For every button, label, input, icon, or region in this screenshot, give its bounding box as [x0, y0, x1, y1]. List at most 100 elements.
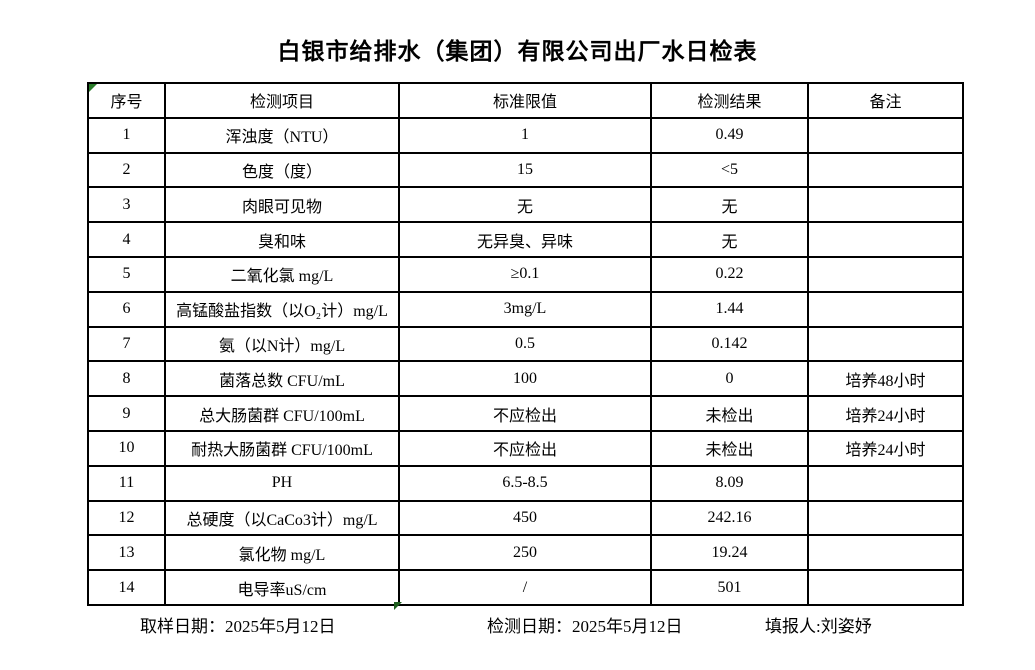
- table-row: 12 总硬度（以CaCo3计）mg/L 450 242.16: [87, 499, 964, 537]
- cell-item: 肉眼可见物: [164, 186, 400, 224]
- table-row: 8 菌落总数 CFU/mL 100 0 培养48小时: [87, 360, 964, 398]
- cell-result: 未检出: [650, 395, 809, 432]
- cell-item: 氯化物 mg/L: [164, 534, 400, 572]
- cell-result: 0: [650, 360, 809, 398]
- cell-limit: 不应检出: [398, 429, 652, 467]
- cell-remark: [807, 464, 964, 502]
- cell-result: 0.22: [650, 255, 809, 293]
- green-corner-marker-icon: [90, 84, 97, 92]
- cell-result: 无: [650, 221, 809, 258]
- cell-item: 菌落总数 CFU/mL: [164, 360, 400, 398]
- cell-remark: [807, 151, 964, 189]
- cell-limit: /: [398, 569, 652, 606]
- cell-remark: [807, 325, 964, 363]
- table-row: 14 电导率uS/cm / 501: [87, 569, 964, 606]
- cell-no: 14: [87, 569, 166, 606]
- cell-no: 4: [87, 221, 166, 258]
- test-date-value: 2025年5月12日: [572, 617, 683, 636]
- header-label-remark: 备注: [869, 94, 902, 112]
- table-row: 6 高锰酸盐指数（以O₂计）mg/L 3mg/L 1.44: [87, 290, 964, 328]
- cell-remark: [807, 255, 964, 293]
- cell-item: 总大肠菌群 CFU/100mL: [164, 395, 400, 432]
- cell-remark: 培养48小时: [807, 360, 964, 398]
- cell-item: 臭和味: [164, 221, 400, 258]
- cell-limit: 100: [398, 360, 652, 398]
- sampling-date-value: 2025年5月12日: [225, 617, 336, 636]
- cell-result: 501: [650, 569, 809, 606]
- cell-result: 0.142: [650, 325, 809, 363]
- cell-limit: 3mg/L: [398, 290, 652, 328]
- cell-no: 6: [87, 290, 166, 328]
- header-cell-no: 序号: [87, 82, 166, 119]
- cell-no: 10: [87, 429, 166, 467]
- header-label-no: 序号: [110, 94, 143, 112]
- test-date: 检测日期：2025年5月12日: [487, 612, 683, 637]
- reporter-label: 填报人:: [765, 617, 821, 636]
- table-row: 7 氨（以N计）mg/L 0.5 0.142: [87, 325, 964, 363]
- cell-no: 3: [87, 186, 166, 224]
- header-label-result: 检测结果: [697, 94, 762, 112]
- cell-remark: 培养24小时: [807, 395, 964, 432]
- cell-remark: 培养24小时: [807, 429, 964, 467]
- test-date-label: 检测日期：: [487, 617, 572, 636]
- table-row: 1 浑浊度（NTU） 1 0.49: [87, 116, 964, 154]
- cell-limit: 450: [398, 499, 652, 537]
- cell-no: 8: [87, 360, 166, 398]
- sampling-date-label: 取样日期：: [140, 617, 225, 636]
- cell-no: 13: [87, 534, 166, 572]
- cell-no: 5: [87, 255, 166, 293]
- table-body: 1 浑浊度（NTU） 1 0.49 2 色度（度） 15 <5 3 肉眼可见物 …: [87, 116, 964, 606]
- cell-item: 电导率uS/cm: [164, 569, 400, 606]
- cell-item: 二氧化氯 mg/L: [164, 255, 400, 293]
- cell-result: 1.44: [650, 290, 809, 328]
- green-artifact-marker-icon: [394, 602, 402, 610]
- header-cell-remark: 备注: [807, 82, 964, 119]
- reporter-value: 刘姿妤: [820, 617, 872, 636]
- cell-result: 无: [650, 186, 809, 224]
- table-row: 3 肉眼可见物 无 无: [87, 186, 964, 224]
- cell-no: 7: [87, 325, 166, 363]
- cell-remark: [807, 116, 964, 154]
- table-row: 11 PH 6.5-8.5 8.09: [87, 464, 964, 502]
- cell-item: 耐热大肠菌群 CFU/100mL: [164, 429, 400, 467]
- cell-limit: 1: [398, 116, 652, 154]
- cell-limit: 不应检出: [398, 395, 652, 432]
- header-cell-result: 检测结果: [650, 82, 809, 119]
- cell-limit: 无: [398, 186, 652, 224]
- cell-remark: [807, 186, 964, 224]
- cell-item: 浑浊度（NTU）: [164, 116, 400, 154]
- cell-limit: ≥0.1: [398, 255, 652, 293]
- cell-limit: 无异臭、异味: [398, 221, 652, 258]
- inspection-table: 序号 检测项目 标准限值 检测结果 备注 1 浑浊度（NTU） 1 0.49: [87, 82, 964, 606]
- cell-item: 氨（以N计）mg/L: [164, 325, 400, 363]
- reporter: 填报人:刘姿妤: [765, 612, 872, 637]
- cell-item: 总硬度（以CaCo3计）mg/L: [164, 499, 400, 537]
- header-label-limit: 标准限值: [492, 94, 557, 112]
- cell-remark: [807, 290, 964, 328]
- cell-remark: [807, 569, 964, 606]
- page-title: 白银市给排水（集团）有限公司出厂水日检表: [277, 39, 758, 64]
- cell-no: 2: [87, 151, 166, 189]
- cell-limit: 250: [398, 534, 652, 572]
- cell-result: 8.09: [650, 464, 809, 502]
- table-row: 4 臭和味 无异臭、异味 无: [87, 221, 964, 258]
- cell-no: 1: [87, 116, 166, 154]
- header-row: 序号 检测项目 标准限值 检测结果 备注: [87, 82, 964, 119]
- cell-result: 19.24: [650, 534, 809, 572]
- cell-item: PH: [164, 464, 400, 502]
- footer: 取样日期：2025年5月12日 检测日期：2025年5月12日 填报人:刘姿妤: [0, 612, 1035, 636]
- cell-limit: 6.5-8.5: [398, 464, 652, 502]
- cell-limit: 0.5: [398, 325, 652, 363]
- table-row: 10 耐热大肠菌群 CFU/100mL 不应检出 未检出 培养24小时: [87, 429, 964, 467]
- sampling-date: 取样日期：2025年5月12日: [140, 612, 336, 637]
- cell-remark: [807, 221, 964, 258]
- cell-remark: [807, 534, 964, 572]
- header-cell-item: 检测项目: [164, 82, 400, 119]
- cell-item: 色度（度）: [164, 151, 400, 189]
- cell-result: <5: [650, 151, 809, 189]
- table-row: 2 色度（度） 15 <5: [87, 151, 964, 189]
- cell-result: 242.16: [650, 499, 809, 537]
- cell-no: 9: [87, 395, 166, 432]
- header-cell-limit: 标准限值: [398, 82, 652, 119]
